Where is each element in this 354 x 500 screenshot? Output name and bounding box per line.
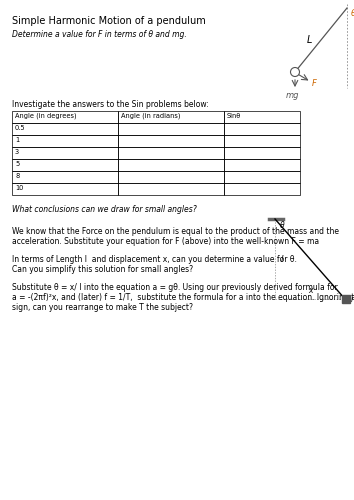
Text: a = -(2πf)²x, and (later) f = 1/T,  substitute the formula for a into the equati: a = -(2πf)²x, and (later) f = 1/T, subst… — [12, 293, 354, 302]
Text: 0.5: 0.5 — [15, 124, 25, 130]
Text: sign, can you rearrange to make T the subject?: sign, can you rearrange to make T the su… — [12, 303, 193, 312]
Text: x: x — [308, 286, 312, 295]
Text: Substitute θ = x/ l into the equation a = gθ. Using our previously derived formu: Substitute θ = x/ l into the equation a … — [12, 283, 338, 292]
Bar — [224, 183, 300, 195]
Text: What conclusions can we draw for small angles?: What conclusions can we draw for small a… — [12, 205, 197, 214]
Text: $\theta$: $\theta$ — [350, 6, 354, 18]
Bar — [118, 111, 224, 123]
Text: Investigate the answers to the Sin problems below:: Investigate the answers to the Sin probl… — [12, 100, 209, 109]
Bar — [118, 183, 224, 195]
Bar — [224, 147, 300, 159]
Text: m: m — [351, 294, 354, 304]
Text: In terms of Length l  and displacement x, can you determine a value for θ.: In terms of Length l and displacement x,… — [12, 255, 297, 264]
Text: 1: 1 — [15, 136, 19, 142]
Bar — [118, 171, 224, 183]
Text: 5: 5 — [15, 160, 19, 166]
Text: Angle (in degrees): Angle (in degrees) — [15, 112, 76, 119]
Bar — [12, 135, 118, 147]
Circle shape — [291, 68, 299, 76]
Text: acceleration. Substitute your equation for F (above) into the well-known F = ma: acceleration. Substitute your equation f… — [12, 237, 319, 246]
Bar — [118, 123, 224, 135]
Text: 10: 10 — [15, 184, 23, 190]
Text: We know that the Force on the pendulum is equal to the product of the mass and t: We know that the Force on the pendulum i… — [12, 227, 339, 236]
Bar — [12, 159, 118, 171]
Bar — [224, 135, 300, 147]
Text: Simple Harmonic Motion of a pendulum: Simple Harmonic Motion of a pendulum — [12, 16, 206, 26]
Bar — [12, 171, 118, 183]
Bar — [224, 111, 300, 123]
Bar — [224, 171, 300, 183]
Text: 3: 3 — [15, 148, 19, 154]
Text: $\theta$: $\theta$ — [279, 219, 286, 230]
Text: l: l — [281, 254, 284, 264]
Text: L: L — [306, 35, 312, 45]
Text: Angle (in radians): Angle (in radians) — [121, 112, 181, 119]
Text: Sinθ: Sinθ — [227, 112, 241, 118]
Text: Determine a value for F in terms of θ and mg.: Determine a value for F in terms of θ an… — [12, 30, 187, 39]
Bar — [224, 159, 300, 171]
Bar — [118, 147, 224, 159]
Text: mg: mg — [286, 90, 299, 100]
Text: F: F — [312, 78, 317, 88]
Bar — [12, 123, 118, 135]
Bar — [118, 159, 224, 171]
Bar — [12, 111, 118, 123]
Bar — [342, 295, 350, 303]
Text: Can you simplify this solution for small angles?: Can you simplify this solution for small… — [12, 265, 193, 274]
Text: 8: 8 — [15, 172, 19, 178]
Bar — [12, 147, 118, 159]
Bar — [118, 135, 224, 147]
Bar — [224, 123, 300, 135]
Bar — [12, 183, 118, 195]
